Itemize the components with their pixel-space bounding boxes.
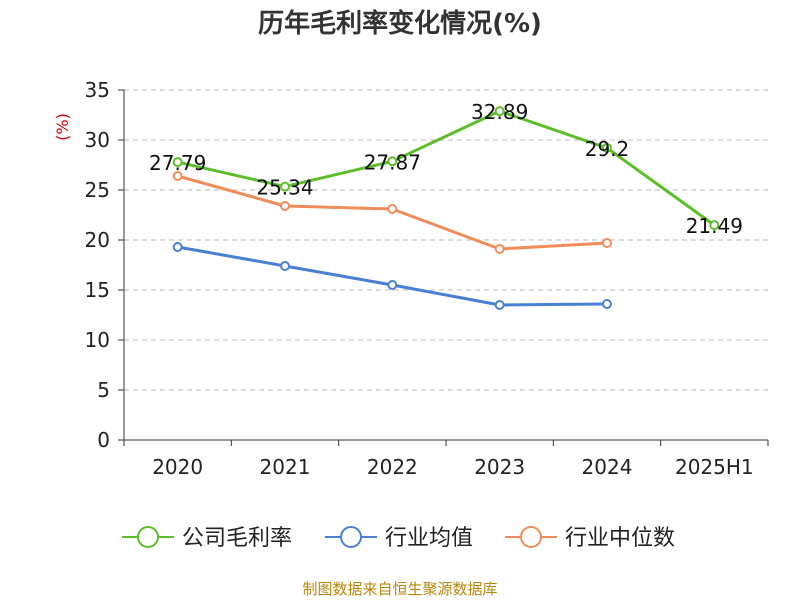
y-tick-label: 25 <box>85 178 110 202</box>
legend-marker <box>340 526 362 548</box>
data-point <box>602 299 612 309</box>
x-tick-label: 2024 <box>582 455 633 479</box>
axes: 0 5 10 15 20 25 30 35 2020 2021 2022 2023 2024 2025H1 <box>85 78 769 479</box>
legend-label: 公司毛利率 <box>182 526 292 551</box>
data-point <box>387 280 398 290</box>
data-point <box>172 242 183 252</box>
legend-label: 行业均值 <box>385 526 473 551</box>
data-point <box>280 201 290 211</box>
series-lines <box>172 106 720 310</box>
source-note: 制图数据来自恒生聚源数据库 <box>302 580 497 598</box>
data-label: 25.34 <box>256 176 313 200</box>
data-point <box>709 220 720 231</box>
data-point <box>172 157 183 168</box>
data-label: 27.87 <box>364 150 421 174</box>
legend: 公司毛利率 行业均值 行业中位数 <box>122 526 675 551</box>
y-tick-label: 15 <box>85 278 110 302</box>
data-point <box>602 143 612 153</box>
data-point <box>280 181 290 192</box>
x-tick-label: 2020 <box>152 455 203 479</box>
x-tick-label: 2023 <box>474 455 525 479</box>
series-line <box>177 245 608 307</box>
x-tick-label: 2025H1 <box>675 455 754 479</box>
data-label: 27.79 <box>149 151 206 175</box>
y-tick-label: 5 <box>97 378 110 402</box>
legend-marker <box>137 526 159 548</box>
data-label: 32.89 <box>471 100 528 124</box>
data-point <box>494 300 505 310</box>
data-label: 29.2 <box>585 137 630 161</box>
data-point <box>280 261 290 271</box>
data-point <box>172 171 183 181</box>
y-tick-label: 0 <box>97 428 110 452</box>
series-line <box>177 109 716 227</box>
data-labels: 27.79 25.34 27.87 32.89 29.2 21.49 <box>149 100 743 238</box>
y-tick-label: 20 <box>85 228 110 252</box>
legend-label: 行业中位数 <box>565 526 675 551</box>
x-tick-label: 2022 <box>367 455 418 479</box>
y-tick-label: 35 <box>85 78 110 102</box>
x-tick-label: 2021 <box>260 455 311 479</box>
data-label: 21.49 <box>686 214 743 238</box>
legend-marker <box>520 526 542 548</box>
data-point <box>602 238 612 248</box>
data-point <box>494 244 505 254</box>
chart-title: 历年毛利率变化情况(%) <box>258 8 542 39</box>
y-tick-label: 30 <box>85 128 110 152</box>
y-tick-label: 10 <box>85 328 110 352</box>
data-point <box>494 106 505 117</box>
data-point <box>387 156 398 167</box>
y-axis-label: (%) <box>53 113 72 141</box>
data-point <box>387 204 398 214</box>
